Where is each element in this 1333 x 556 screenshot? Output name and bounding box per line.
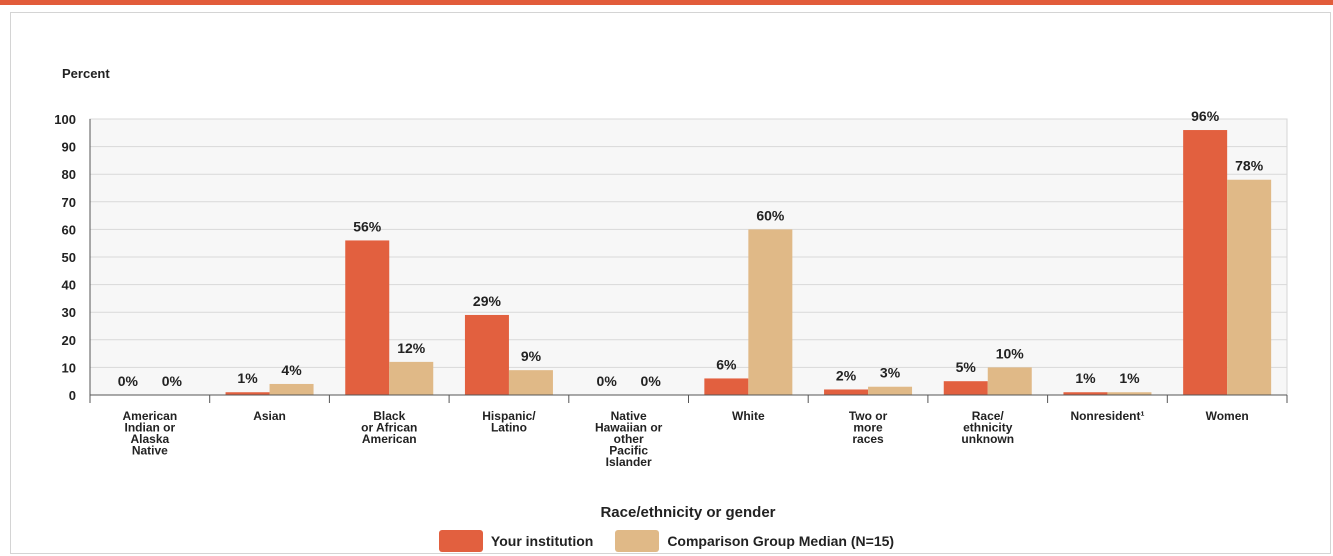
- category-label: races: [852, 432, 884, 446]
- data-label-institution: 96%: [1191, 108, 1220, 124]
- top-accent-bar: [0, 0, 1333, 5]
- category-label: White: [732, 409, 765, 423]
- bar-institution: [824, 389, 869, 395]
- y-tick-label: 100: [54, 112, 76, 127]
- y-tick-label: 40: [62, 278, 76, 293]
- data-label-institution: 0%: [597, 373, 618, 389]
- bar-comparison: [508, 370, 553, 395]
- y-tick-label: 80: [62, 167, 76, 182]
- data-label-institution: 56%: [353, 218, 382, 234]
- data-label-comparison: 10%: [996, 345, 1025, 361]
- category-label: unknown: [961, 432, 1014, 446]
- category-label: Latino: [491, 421, 527, 435]
- bar-institution: [1063, 392, 1108, 395]
- category-label: Pacific: [609, 444, 648, 458]
- bar-comparison: [987, 367, 1032, 395]
- category-label: Alaska: [130, 432, 169, 446]
- category-label: ethnicity: [963, 421, 1013, 435]
- bar-comparison: [748, 229, 793, 395]
- category-label: Indian or: [125, 421, 176, 435]
- category-label: Women: [1206, 409, 1249, 423]
- y-tick-label: 90: [62, 140, 76, 155]
- data-label-comparison: 78%: [1235, 158, 1264, 174]
- bar-institution: [225, 392, 270, 395]
- legend-swatch-comparison: [615, 530, 660, 552]
- data-label-comparison: 0%: [162, 373, 183, 389]
- category-label: Black: [373, 409, 405, 423]
- data-label-comparison: 3%: [880, 365, 901, 381]
- category-label: other: [614, 432, 644, 446]
- y-tick-label: 20: [62, 333, 76, 348]
- bar-comparison: [269, 383, 314, 395]
- chart-legend: Your institution Comparison Group Median…: [0, 529, 1333, 553]
- data-label-institution: 6%: [716, 356, 737, 372]
- legend-label-institution: Your institution: [490, 533, 594, 549]
- y-tick-label: 60: [62, 222, 76, 237]
- y-tick-label: 30: [62, 305, 76, 320]
- bar-comparison: [868, 386, 913, 395]
- category-label: Nonresident¹: [1070, 409, 1144, 423]
- data-label-comparison: 4%: [281, 362, 302, 378]
- data-label-institution: 1%: [237, 370, 258, 386]
- data-label-comparison: 9%: [521, 348, 542, 364]
- bar-comparison: [389, 361, 434, 395]
- y-tick-label: 50: [62, 250, 76, 265]
- category-label: Asian: [253, 409, 286, 423]
- bar-institution: [345, 240, 390, 395]
- y-axis-label: Percent: [62, 66, 110, 81]
- category-label: Native: [611, 409, 647, 423]
- data-label-comparison: 0%: [641, 373, 662, 389]
- category-label: more: [853, 421, 883, 435]
- data-label-comparison: 60%: [756, 207, 785, 223]
- bar-institution: [464, 314, 509, 395]
- data-label-comparison: 12%: [397, 340, 426, 356]
- category-label: Native: [132, 444, 168, 458]
- data-label-institution: 0%: [118, 373, 139, 389]
- bar-institution: [1183, 130, 1228, 396]
- category-label: Hawaiian or: [595, 421, 663, 435]
- category-label: Race/: [972, 409, 1005, 423]
- category-label: Two or: [849, 409, 888, 423]
- data-label-institution: 2%: [836, 367, 857, 383]
- y-tick-label: 0: [69, 388, 76, 403]
- category-label: Islander: [606, 455, 652, 469]
- category-label: American: [122, 409, 177, 423]
- bar-comparison: [1227, 179, 1272, 395]
- data-label-comparison: 1%: [1119, 370, 1140, 386]
- category-label: or African: [361, 421, 417, 435]
- x-axis-label: Race/ethnicity or gender: [600, 504, 775, 521]
- data-label-institution: 1%: [1075, 370, 1096, 386]
- bar-comparison: [1107, 392, 1152, 395]
- category-label: American: [362, 432, 417, 446]
- bar-institution: [704, 378, 749, 395]
- legend-swatch-institution: [438, 530, 483, 552]
- y-tick-label: 10: [62, 360, 76, 375]
- category-label: Hispanic/: [482, 409, 536, 423]
- data-label-institution: 29%: [473, 293, 502, 309]
- legend-label-comparison: Comparison Group Median (N=15): [667, 533, 895, 549]
- bar-institution: [943, 381, 988, 395]
- legend-item-comparison: Comparison Group Median (N=15): [615, 530, 894, 552]
- data-label-institution: 5%: [956, 359, 977, 375]
- y-tick-label: 70: [62, 195, 76, 210]
- legend-item-institution: Your institution: [438, 530, 594, 552]
